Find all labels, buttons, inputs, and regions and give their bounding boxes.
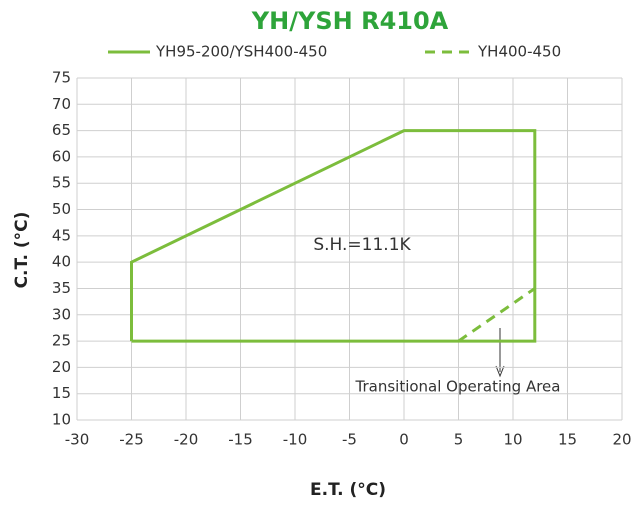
y-axis-label: C.T. (°C) <box>12 212 32 289</box>
x-axis-label: E.T. (°C) <box>310 480 386 500</box>
annotation-arrowhead <box>495 365 505 378</box>
y-tick-label: 60 <box>52 147 71 165</box>
x-tick-label: 5 <box>454 431 464 449</box>
y-tick-label: 55 <box>52 174 71 192</box>
x-tick-label: -20 <box>174 431 199 449</box>
y-tick-label: 25 <box>52 332 71 350</box>
series-line <box>457 287 536 343</box>
y-tick-label: 75 <box>52 69 71 87</box>
chart-title: YH/YSH R410A <box>251 7 449 35</box>
series-line <box>130 129 537 343</box>
y-tick-label: 15 <box>52 384 71 402</box>
y-tick-label: 30 <box>52 305 71 323</box>
x-tick-label: 0 <box>399 431 409 449</box>
y-tick-label: 10 <box>52 411 71 429</box>
y-tick-label: 20 <box>52 358 71 376</box>
legend-label: YH95-200/YSH400-450 <box>155 43 327 61</box>
annotation: Transitional Operating Area <box>355 378 561 396</box>
y-tick-label: 70 <box>52 95 71 113</box>
y-tick-label: 50 <box>52 200 71 218</box>
x-tick-label: -10 <box>283 431 308 449</box>
x-tick-label: -30 <box>65 431 90 449</box>
x-tick-label: 15 <box>558 431 577 449</box>
annotation: S.H.=11.1K <box>313 235 411 255</box>
x-tick-label: -25 <box>119 431 144 449</box>
y-tick-label: 40 <box>52 253 71 271</box>
x-tick-label: 20 <box>612 431 631 449</box>
y-tick-label: 35 <box>52 279 71 297</box>
x-tick-label: -5 <box>342 431 357 449</box>
y-tick-label: 65 <box>52 121 71 139</box>
x-tick-label: -15 <box>228 431 253 449</box>
y-tick-label: 45 <box>52 226 71 244</box>
x-tick-label: 10 <box>503 431 522 449</box>
legend-label: YH400-450 <box>477 43 561 61</box>
